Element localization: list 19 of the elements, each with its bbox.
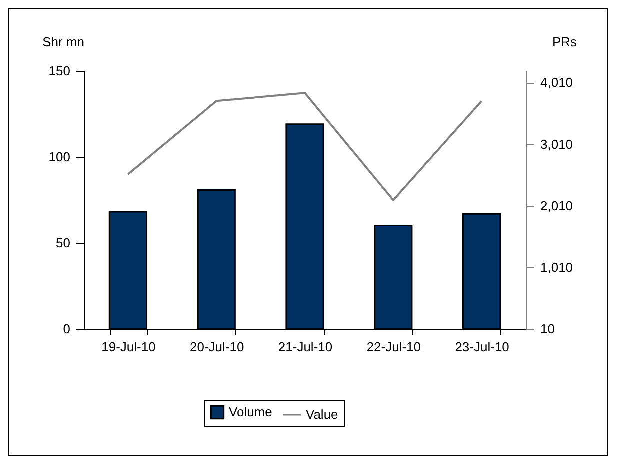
y2-tick-label: 2,010 [540,198,574,214]
line-series [127,92,483,202]
x-tick-label: 21-Jul-10 [278,340,333,354]
legend-label: Volume [229,404,272,420]
y2-tick-label: 10 [540,322,555,336]
y2-axis-title: PRs [552,34,578,50]
y-tick-label: 0 [63,322,70,336]
y-axis-title: Shr mn [42,34,84,50]
y-tick-label: 50 [56,236,70,250]
x-tick-label: 23-Jul-10 [455,340,510,354]
y2-tick-label: 1,010 [540,260,574,275]
x-tick-label: 22-Jul-10 [366,340,421,354]
y2-tick-label: 3,010 [540,136,574,152]
y2-tick-label: 4,010 [540,75,574,90]
y-tick-label: 100 [48,150,70,164]
x-tick-label: 20-Jul-10 [190,340,244,354]
x-tick-label: 19-Jul-10 [102,340,156,354]
legend-label: Value [306,407,338,422]
y-tick-label: 150 [48,64,70,78]
